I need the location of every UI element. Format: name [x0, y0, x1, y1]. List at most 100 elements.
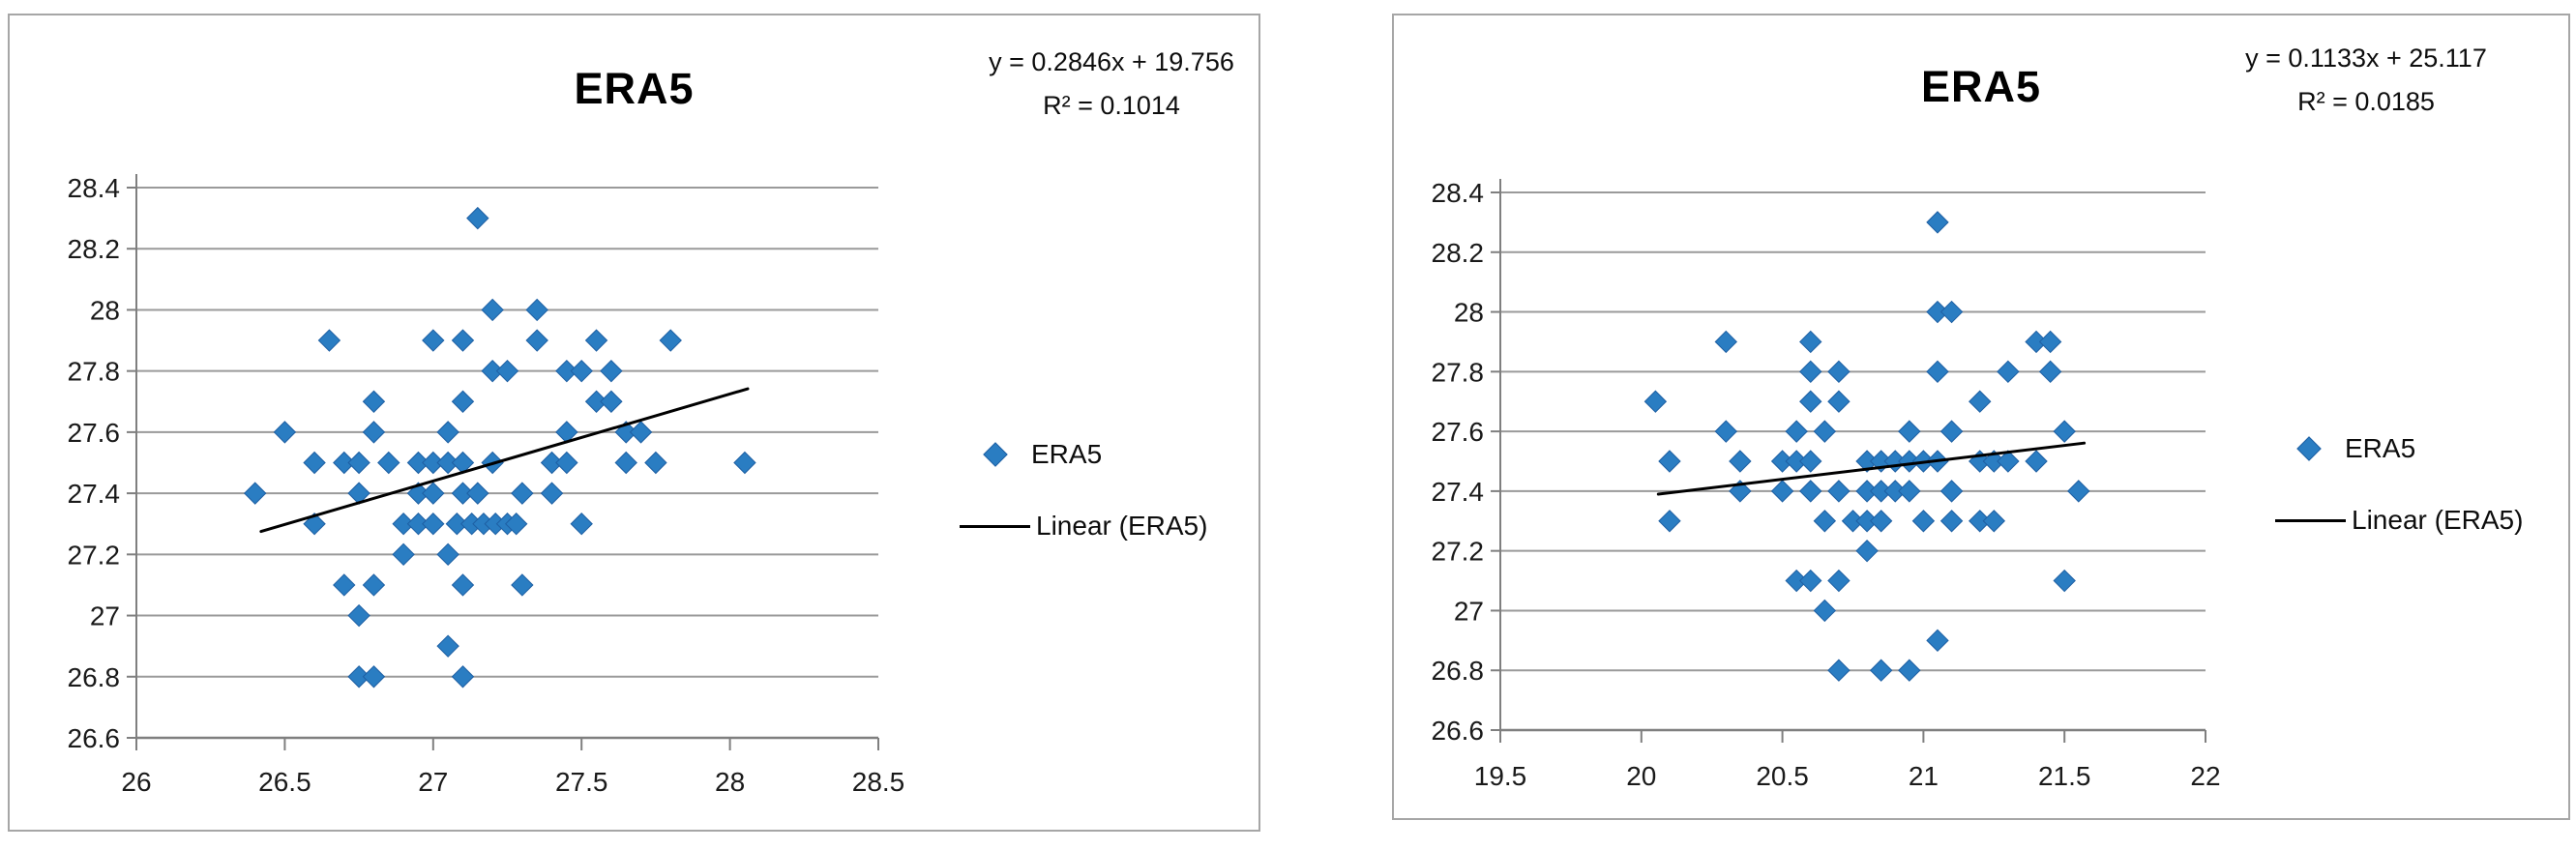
x-axis-tick-label: 26.5 — [258, 767, 311, 797]
data-point — [511, 573, 534, 597]
data-point — [659, 329, 682, 352]
data-point — [2053, 420, 2076, 443]
data-point — [436, 634, 459, 658]
y-axis-tick-label: 26.6 — [68, 723, 121, 753]
data-point — [422, 513, 445, 536]
data-point — [422, 329, 445, 352]
chart-panel-right: 26.6 26.8 27 27.2 27.4 27.6 27.8 28 28.2 28.4 19.5… — [1392, 14, 2570, 820]
data-point — [333, 573, 356, 597]
y-axis-tick-label: 27.4 — [68, 479, 121, 509]
data-point — [1643, 390, 1668, 413]
y-axis-tick-label: 28.4 — [68, 173, 121, 203]
data-point — [1939, 480, 1964, 503]
data-point — [555, 451, 578, 475]
legend-diamond-icon — [2296, 436, 2322, 461]
legend-item-trendline: Linear (ERA5) — [960, 511, 1207, 542]
data-point — [1939, 420, 1964, 443]
legend-diamond-icon — [983, 442, 1008, 467]
data-point — [481, 298, 504, 322]
data-point — [733, 451, 756, 475]
data-point — [451, 573, 475, 597]
data-point — [1926, 629, 1949, 653]
data-point — [436, 421, 459, 444]
data-point — [362, 573, 386, 597]
data-point — [273, 421, 297, 444]
data-point — [1714, 330, 1737, 354]
data-point — [377, 451, 400, 475]
data-point — [525, 329, 548, 352]
legend-line-icon — [960, 524, 1030, 528]
scatter-plot-left: 26.6 26.8 27 27.2 27.4 27.6 27.8 28 28.2 28.4 26 26… — [68, 173, 905, 797]
y-axis-tick-label: 28.2 — [68, 234, 121, 264]
legend-trend-label: Linear (ERA5) — [2352, 505, 2524, 535]
data-point — [1997, 360, 2020, 384]
y-axis-tick-label: 27.6 — [68, 418, 121, 448]
x-axis-tick-label: 26 — [121, 767, 151, 797]
x-axis-tick-label: 22 — [2190, 761, 2220, 791]
y-axis-tick-label: 26.8 — [1432, 656, 1485, 686]
x-axis-tick-label: 28 — [715, 767, 745, 797]
y-axis-tick-label: 28.2 — [1432, 238, 1485, 268]
y-axis-tick-label: 27.8 — [1432, 357, 1485, 387]
y-axis-tick-label: 28.4 — [1432, 178, 1485, 208]
data-point — [1799, 450, 1822, 473]
data-point — [600, 390, 623, 413]
data-point — [347, 603, 370, 628]
y-axis-tick-label: 26.6 — [1432, 716, 1485, 746]
data-point — [422, 482, 445, 505]
data-point — [1869, 510, 1893, 533]
data-point — [317, 329, 341, 352]
x-axis-tick-label: 20.5 — [1756, 761, 1809, 791]
data-point — [362, 421, 386, 444]
data-point — [451, 665, 475, 689]
data-point — [1785, 420, 1808, 443]
data-point — [1982, 510, 2006, 533]
r-squared-value: R² = 0.0185 — [2297, 87, 2435, 116]
chart-panel-left: 26.6 26.8 27 27.2 27.4 27.6 27.8 28 28.2 28.4 26 26… — [8, 14, 1260, 832]
data-point — [570, 359, 593, 383]
data-point — [614, 451, 637, 475]
data-point — [1827, 360, 1851, 384]
data-point — [629, 421, 653, 444]
data-point — [1658, 510, 1681, 533]
data-point — [525, 298, 548, 322]
data-point — [1714, 420, 1737, 443]
data-point — [570, 513, 593, 536]
data-point — [303, 513, 326, 536]
data-point — [1799, 390, 1822, 413]
data-point — [1939, 510, 1964, 533]
legend-item-series: ERA5 — [2296, 433, 2415, 464]
data-point — [1827, 569, 1851, 593]
data-point — [1869, 659, 1893, 682]
y-axis-tick-label: 28 — [90, 295, 120, 325]
chart-title: ERA5 — [1920, 62, 2042, 111]
data-point — [644, 451, 667, 475]
data-point — [1729, 450, 1752, 473]
data-point — [451, 329, 475, 352]
data-point — [1926, 211, 1949, 234]
y-axis-tick-label: 27.2 — [1432, 537, 1485, 567]
data-point — [1827, 480, 1851, 503]
x-axis-tick-label: 20 — [1626, 761, 1656, 791]
data-point — [1658, 450, 1681, 473]
legend-line-icon — [2275, 518, 2346, 522]
data-point — [540, 482, 564, 505]
y-axis-tick-label: 27 — [90, 601, 120, 631]
x-axis-tick-label: 28.5 — [852, 767, 905, 797]
data-point — [1855, 539, 1879, 563]
data-point — [504, 513, 528, 536]
data-point — [1813, 510, 1837, 533]
data-point — [1898, 480, 1921, 503]
trendline — [1656, 441, 2087, 496]
data-point — [1898, 420, 1921, 443]
data-point — [1827, 659, 1851, 682]
data-point — [451, 390, 475, 413]
data-point — [1799, 569, 1822, 593]
data-point — [303, 451, 326, 475]
y-axis-tick-label: 28 — [1454, 298, 1484, 328]
x-axis-tick-label: 19.5 — [1474, 761, 1527, 791]
trendline — [259, 387, 750, 534]
data-point — [2038, 330, 2062, 354]
data-point — [347, 451, 370, 475]
